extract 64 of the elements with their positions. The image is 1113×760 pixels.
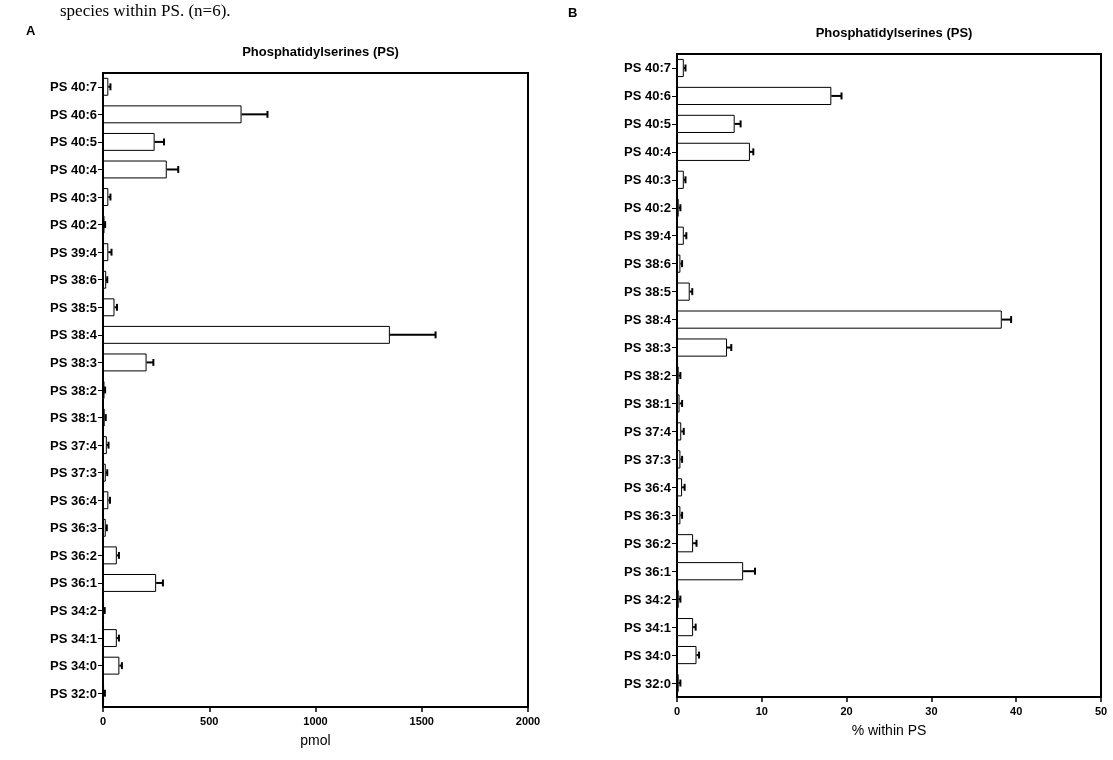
x-tick-label: 2000 bbox=[515, 714, 541, 727]
x-tick-label: 0 bbox=[673, 704, 681, 717]
y-tick-label: PS 39:4 bbox=[50, 244, 98, 260]
y-tick-label: PS 36:1 bbox=[624, 563, 671, 579]
x-tick-label: 30 bbox=[925, 704, 938, 717]
y-tick-label: PS 40:5 bbox=[50, 134, 97, 150]
y-tick-label: PS 40:5 bbox=[624, 116, 671, 132]
text: A bbox=[26, 23, 36, 38]
y-tick-label: PS 36:4 bbox=[624, 479, 672, 495]
y-tick-label: PS 39:4 bbox=[624, 228, 672, 244]
y-tick-label: PS 40:4 bbox=[624, 144, 672, 160]
y-tick-label: PS 38:4 bbox=[50, 327, 98, 343]
y-tick-label: PS 40:6 bbox=[50, 106, 97, 122]
y-tick-label: PS 32:0 bbox=[50, 685, 97, 701]
y-tick-label: PS 34:0 bbox=[50, 658, 97, 674]
y-tick-label: PS 34:2 bbox=[50, 603, 97, 619]
y-tick-label: PS 38:5 bbox=[624, 284, 671, 300]
y-tick-label: PS 40:6 bbox=[624, 88, 671, 104]
y-tick-label: PS 40:3 bbox=[624, 172, 671, 188]
x-tick-label: 1000 bbox=[303, 714, 328, 727]
y-tick-label: PS 40:2 bbox=[50, 217, 97, 233]
x-axis-title: % within PS bbox=[851, 722, 927, 738]
y-tick-label: PS 34:2 bbox=[624, 591, 671, 607]
y-tick-label: PS 40:7 bbox=[50, 79, 97, 95]
y-tick-label: PS 38:2 bbox=[624, 368, 671, 383]
y-tick-label: PS 40:2 bbox=[624, 200, 671, 216]
y-tick-label: PS 36:2 bbox=[624, 535, 671, 551]
y-tick-label: PS 34:1 bbox=[624, 619, 671, 635]
x-tick-label: 1500 bbox=[409, 714, 434, 727]
y-tick-label: PS 36:4 bbox=[50, 492, 98, 508]
x-axis-title: pmol bbox=[300, 732, 331, 748]
y-tick-label: PS 38:5 bbox=[50, 299, 97, 315]
y-tick-label: PS 38:2 bbox=[50, 382, 97, 398]
y-tick-label: PS 37:4 bbox=[50, 437, 98, 453]
text: B bbox=[568, 5, 578, 20]
y-tick-label: PS 38:3 bbox=[624, 340, 671, 356]
y-tick-label: PS 38:6 bbox=[50, 272, 97, 288]
chart-title: Phosphatidylserines (PS) bbox=[242, 44, 399, 59]
chart-title: Phosphatidylserines (PS) bbox=[815, 25, 973, 40]
y-tick-label: PS 36:3 bbox=[624, 507, 671, 523]
y-tick-label: PS 38:1 bbox=[624, 395, 671, 411]
y-tick-label: PS 38:3 bbox=[50, 354, 97, 370]
x-tick-label: 0 bbox=[99, 714, 107, 727]
y-tick-label: PS 32:0 bbox=[624, 675, 671, 691]
y-tick-label: PS 36:2 bbox=[50, 547, 97, 563]
y-tick-label: PS 38:6 bbox=[624, 256, 671, 272]
text: species within PS. (n=6). bbox=[60, 1, 231, 20]
y-tick-label: PS 38:4 bbox=[624, 312, 672, 328]
y-tick-label: PS 34:1 bbox=[50, 630, 97, 646]
y-tick-label: PS 40:3 bbox=[50, 189, 97, 205]
x-tick-label: 500 bbox=[200, 714, 219, 727]
y-tick-label: PS 40:7 bbox=[624, 60, 671, 76]
y-tick-label: PS 36:3 bbox=[50, 520, 97, 536]
x-tick-label: 10 bbox=[755, 704, 768, 717]
y-tick-label: PS 36:1 bbox=[50, 575, 97, 591]
x-tick-label: 20 bbox=[840, 704, 853, 717]
y-tick-label: PS 37:3 bbox=[50, 465, 97, 481]
x-tick-label: 40 bbox=[1010, 704, 1023, 717]
y-tick-label: PS 37:4 bbox=[624, 423, 672, 439]
y-tick-label: PS 34:0 bbox=[624, 647, 671, 663]
y-tick-label: PS 37:3 bbox=[624, 451, 671, 467]
y-tick-label: PS 38:1 bbox=[50, 410, 97, 426]
x-tick-label: 50 bbox=[1094, 704, 1108, 717]
y-tick-label: PS 40:4 bbox=[50, 161, 98, 177]
